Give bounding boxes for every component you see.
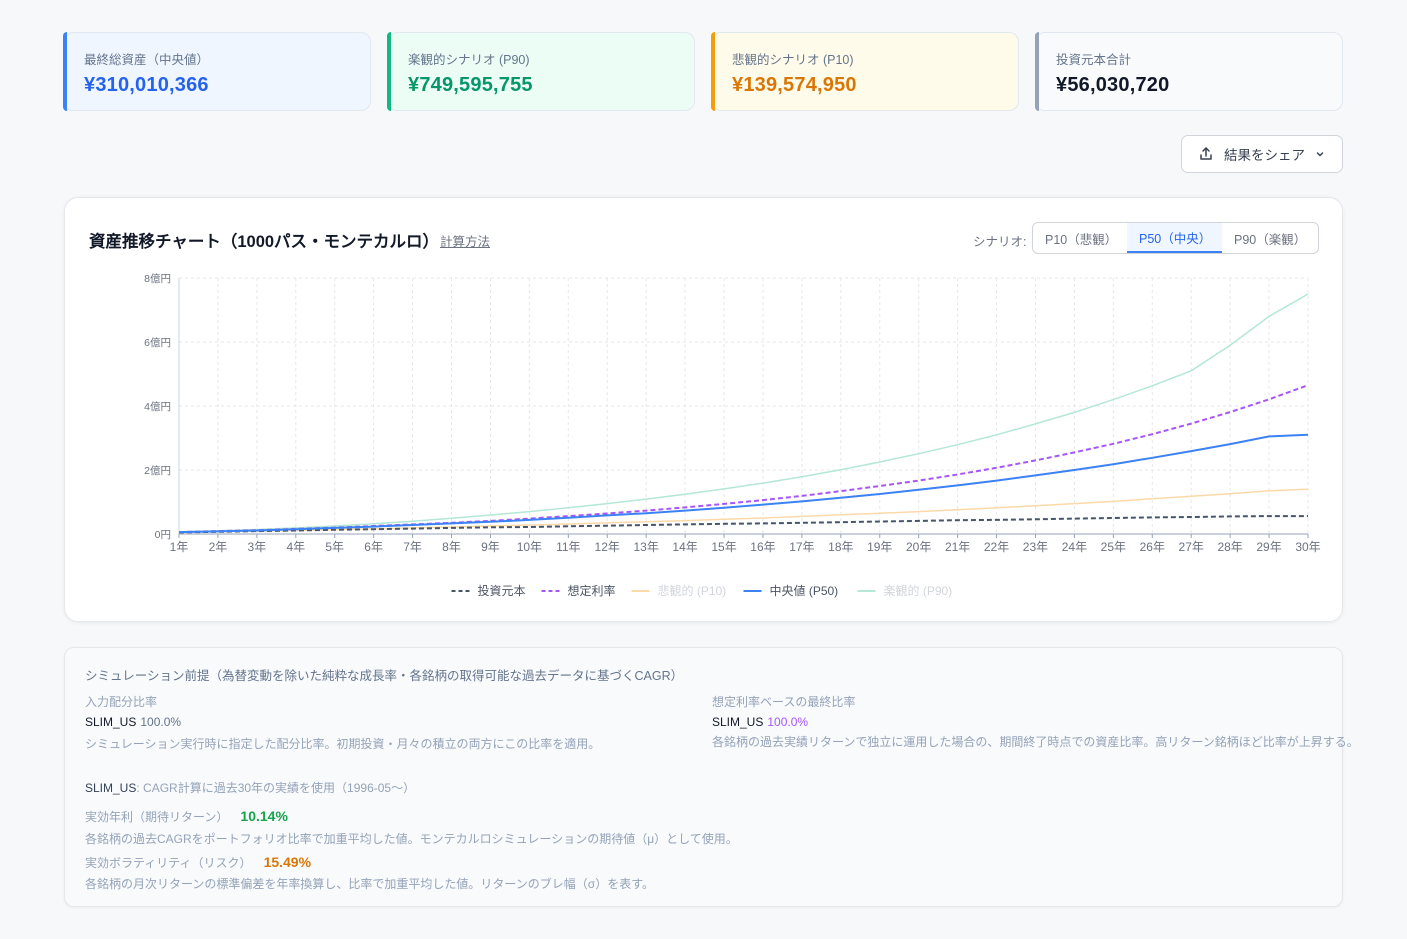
x-tick-label: 1年	[170, 540, 189, 554]
data-source-note: SLIM_US: CAGR計算に過去30年の実績を使用（1996-05〜）	[85, 779, 415, 796]
stat-label: 最終総資産（中央値）	[84, 53, 210, 67]
x-tick-label: 24年	[1062, 540, 1087, 554]
stat-label: 投資元本合計	[1056, 53, 1132, 67]
y-tick-label: 4億円	[144, 400, 171, 413]
ticker: SLIM_US	[712, 715, 764, 729]
stat-label: 悲観的シナリオ (P10)	[732, 53, 854, 67]
legend-label: 投資元本	[478, 583, 526, 598]
x-tick-label: 12年	[595, 540, 620, 554]
x-tick-label: 17年	[789, 540, 814, 554]
x-tick-label: 16年	[750, 540, 775, 554]
return-value: 10.14%	[240, 808, 288, 824]
stat-card-p10: 悲観的シナリオ (P10) ¥139,574,950	[711, 32, 1019, 111]
x-tick-label: 10年	[517, 540, 542, 554]
y-tick-label: 2億円	[144, 464, 171, 477]
final-ratio-title: 想定利率ベースの最終比率	[712, 695, 856, 709]
return-desc: 各銘柄の過去CAGRをポートフォリオ比率で加重平均した値。モンテカルロシミュレー…	[85, 832, 738, 846]
x-tick-label: 26年	[1140, 540, 1165, 554]
stat-value: ¥139,574,950	[732, 74, 857, 96]
share-icon	[1200, 147, 1212, 160]
ticker: SLIM_US	[85, 781, 137, 795]
y-tick-label: 8億円	[144, 272, 171, 285]
x-tick-label: 11年	[556, 540, 580, 554]
volatility-value: 15.49%	[263, 854, 312, 870]
x-tick-label: 14年	[672, 540, 697, 554]
ticker: SLIM_US	[85, 715, 137, 729]
x-tick-label: 30年	[1295, 540, 1320, 554]
scenario-tabs: P10（悲観） P50（中央） P90（楽観）	[1032, 222, 1319, 254]
stat-label: 楽観的シナリオ (P90)	[408, 53, 530, 67]
series-line-1	[178, 384, 1309, 534]
x-tick-label: 8年	[442, 540, 461, 554]
chevron-down-icon	[1316, 152, 1324, 157]
calc-method-link[interactable]: 計算方法	[440, 235, 491, 249]
x-tick-label: 28年	[1217, 540, 1242, 554]
tab-p50[interactable]: P50（中央）	[1127, 223, 1222, 253]
scenario-label: シナリオ:	[973, 235, 1027, 249]
x-tick-label: 6年	[364, 540, 383, 554]
x-tick-label: 18年	[828, 540, 853, 554]
stat-value: ¥56,030,720	[1056, 74, 1170, 96]
input-allocation-title: 入力配分比率	[85, 695, 158, 709]
input-allocation-desc: シミュレーション実行時に指定した配分比率。初期投資・月々の積立の両方にこの比率を…	[85, 737, 601, 751]
volatility-label: 実効ボラティリティ（リスク）	[85, 856, 252, 870]
expected-return: 実効年利（期待リターン） 10.14%	[85, 808, 288, 825]
x-tick-label: 20年	[906, 540, 931, 554]
return-label: 実効年利（期待リターン）	[85, 810, 229, 824]
x-tick-label: 23年	[1023, 540, 1048, 554]
final-ratio-row: SLIM_US 100.0%	[712, 715, 808, 729]
y-tick-label: 0円	[155, 529, 171, 541]
x-tick-label: 4年	[286, 540, 305, 554]
source-text: : CAGR計算に過去30年の実績を使用（1996-05〜）	[136, 781, 416, 795]
assumptions-heading: シミュレーション前提（為替変動を除いた純粋な成長率・各銘柄の取得可能な過去データ…	[85, 669, 684, 683]
y-tick-label: 6億円	[144, 336, 171, 349]
x-tick-label: 7年	[403, 540, 422, 554]
stat-card-principal: 投資元本合計 ¥56,030,720	[1035, 32, 1343, 111]
x-tick-label: 25年	[1101, 540, 1126, 554]
final-ratio-pct: 100.0%	[767, 715, 809, 729]
series-line-4	[178, 293, 1309, 533]
input-allocation-row: SLIM_US 100.0%	[85, 715, 181, 729]
legend-label: 中央値 (P50)	[770, 583, 839, 598]
stat-card-median: 最終総資産（中央値） ¥310,010,366	[63, 32, 371, 111]
x-tick-label: 29年	[1256, 540, 1281, 554]
stat-card-p90: 楽観的シナリオ (P90) ¥749,595,755	[387, 32, 695, 111]
legend-label: 悲観的 (P10)	[658, 583, 727, 598]
x-tick-label: 21年	[945, 540, 970, 554]
series-line-3	[178, 433, 1309, 534]
x-tick-label: 15年	[711, 540, 736, 554]
asset-chart: 0円 2億円 4億円 6億円 8億円 1年 2年 3年 4年 5年 6年 7年 8年 9年 10年 11年 12…	[144, 272, 1321, 598]
x-tick-label: 3年	[248, 540, 267, 554]
stat-value: ¥749,595,755	[408, 74, 533, 96]
volatility: 実効ボラティリティ（リスク） 15.49%	[85, 854, 311, 871]
share-results-button[interactable]: 結果をシェア	[1181, 135, 1343, 173]
tab-p10[interactable]: P10（悲観）	[1045, 232, 1118, 247]
chart-title: 資産推移チャート（1000パス・モンテカルロ）	[89, 233, 440, 251]
x-tick-label: 13年	[633, 540, 658, 554]
stat-value: ¥310,010,366	[84, 74, 209, 96]
chart-card: 資産推移チャート（1000パス・モンテカルロ） 計算方法 シナリオ: P10（悲…	[64, 197, 1343, 622]
x-tick-label: 2年	[209, 540, 228, 554]
final-ratio-desc: 各銘柄の過去実績リターンで独立に運用した場合の、期間終了時点での資産比率。高リタ…	[712, 735, 1359, 749]
volatility-desc: 各銘柄の月次リターンの標準偏差を年率換算し、比率で加重平均した値。リターンのブレ…	[85, 877, 655, 891]
share-label: 結果をシェア	[1224, 148, 1305, 163]
tab-p90[interactable]: P90（楽観）	[1234, 232, 1307, 247]
series-line-0	[178, 515, 1308, 534]
legend-label: 楽観的 (P90)	[884, 583, 953, 598]
legend-label: 想定利率	[568, 583, 616, 598]
x-tick-label: 5年	[325, 540, 344, 554]
x-tick-label: 22年	[984, 540, 1009, 554]
allocation-pct: 100.0%	[140, 715, 182, 729]
x-tick-label: 27年	[1179, 540, 1204, 554]
x-tick-label: 9年	[481, 540, 500, 554]
assumptions-panel: シミュレーション前提（為替変動を除いた純粋な成長率・各銘柄の取得可能な過去データ…	[64, 647, 1359, 907]
x-tick-label: 19年	[867, 540, 892, 554]
